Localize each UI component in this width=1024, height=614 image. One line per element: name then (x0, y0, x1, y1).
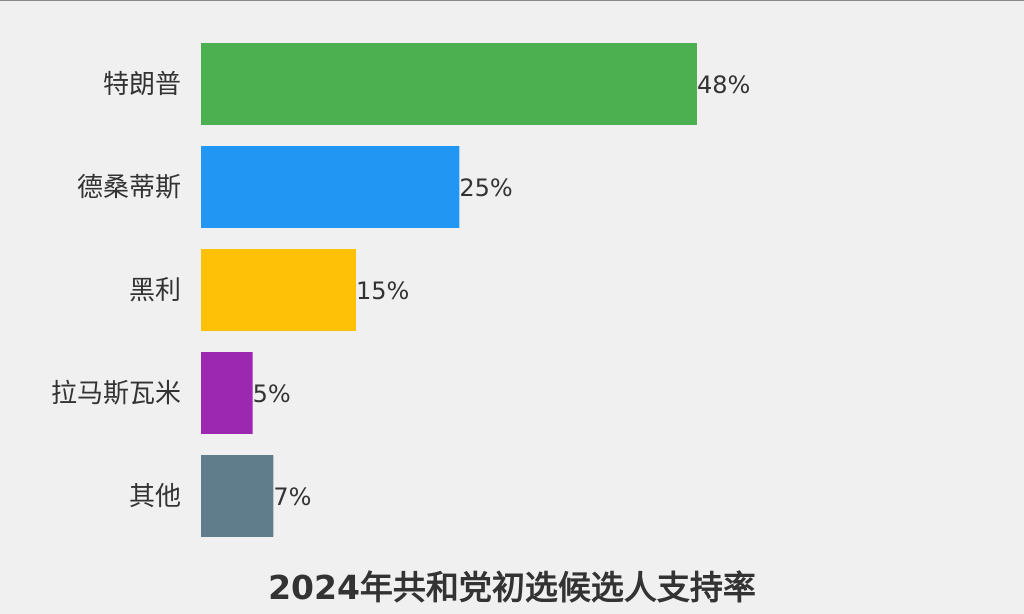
bar-4 (201, 455, 274, 537)
bar-3 (201, 352, 253, 434)
value-label-3: 5% (253, 380, 291, 408)
bar-2 (201, 249, 356, 331)
value-label-4: 7% (273, 483, 311, 511)
chart-title: 2024年共和党初选候选人支持率 (268, 568, 756, 607)
value-label-1: 25% (459, 174, 512, 202)
value-label-2: 15% (356, 277, 409, 305)
category-label-4: 其他 (129, 482, 181, 512)
bar-1 (201, 146, 460, 228)
category-label-2: 黑利 (129, 276, 181, 306)
bars-layer (201, 43, 697, 537)
category-label-3: 拉马斯瓦米 (51, 379, 181, 409)
labels-layer: 特朗普 48% 德桑蒂斯 25% 黑利 15% 拉马斯瓦米 5% 其他 7% (51, 70, 750, 512)
bar-0 (201, 43, 697, 125)
category-label-1: 德桑蒂斯 (77, 173, 181, 203)
value-label-0: 48% (697, 71, 750, 99)
category-label-0: 特朗普 (103, 70, 181, 100)
